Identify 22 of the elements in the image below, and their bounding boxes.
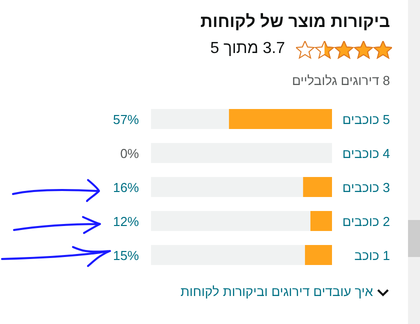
text: 8 דירוגים גלובליים <box>292 73 390 88</box>
y-tick-label: 1 כוכב <box>354 248 390 263</box>
bar <box>310 211 332 231</box>
y-tick-label: 3 כוכבים <box>342 180 390 195</box>
bar <box>304 245 332 265</box>
bar <box>151 109 229 129</box>
chart-subtitle: 3.7 מתוך 5 <box>210 40 285 58</box>
bar <box>151 211 310 231</box>
data-label: 0% <box>120 146 140 161</box>
data-label: 57% <box>112 112 140 127</box>
y-tick-label: 5 כוכבים <box>342 112 390 127</box>
data-label: 16% <box>112 180 140 195</box>
y-tick-label: 4 כוכבים <box>342 146 390 161</box>
bar <box>303 177 332 197</box>
bar <box>151 245 305 265</box>
data-label: 12% <box>112 214 140 229</box>
text: איך עובדים דירוגים וביקורות לקוחות <box>180 284 373 299</box>
bar <box>151 177 304 197</box>
data-label: 15% <box>112 248 140 263</box>
y-tick-label: 2 כוכבים <box>342 214 390 229</box>
chart-title: ביקורות מוצר של לקוחות <box>200 12 390 32</box>
bar <box>228 109 332 129</box>
